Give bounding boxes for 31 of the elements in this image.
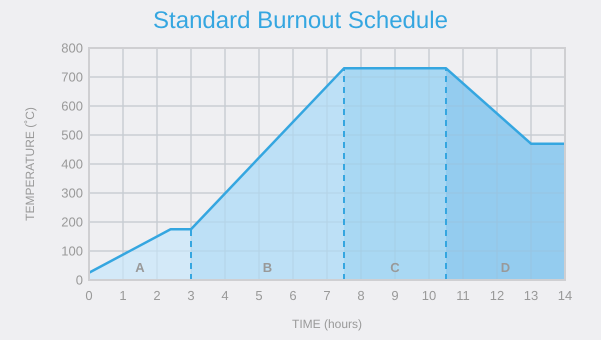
x-axis-title: TIME (hours) <box>292 317 362 331</box>
annotation: C <box>390 260 400 275</box>
annotation: D <box>500 260 510 275</box>
annotation: B <box>262 260 272 275</box>
x-tick-label: 5 <box>255 288 263 303</box>
x-tick-label: 10 <box>422 288 436 303</box>
x-tick-label: 9 <box>391 288 399 303</box>
y-tick-label: 200 <box>61 214 83 230</box>
x-tick-label: 14 <box>558 288 572 303</box>
x-tick-label: 13 <box>524 288 538 303</box>
x-tick-label: 4 <box>221 288 229 303</box>
x-tick-label: 7 <box>323 288 331 303</box>
y-tick-label: 700 <box>61 70 83 85</box>
x-tick-label: 0 <box>85 288 93 303</box>
y-axis-title: TEMPERATURE (˚C) <box>23 107 37 221</box>
x-tick-label: 2 <box>153 288 161 303</box>
y-tick-label: 800 <box>61 40 83 56</box>
x-tick-label: 1 <box>119 288 127 303</box>
annotation: A <box>135 260 146 275</box>
x-tick-label: 12 <box>490 288 504 303</box>
y-tick-label: 0 <box>76 272 83 288</box>
chart-title: Standard Burnout Schedule <box>153 7 448 34</box>
y-tick-label: 300 <box>61 186 83 201</box>
y-tick-label: 500 <box>61 128 83 143</box>
x-tick-label: 6 <box>289 288 297 303</box>
y-tick-label: 400 <box>61 156 83 172</box>
y-tick-label: 100 <box>61 244 83 259</box>
x-tick-label: 3 <box>187 288 195 303</box>
y-tick-label: 600 <box>61 98 83 114</box>
x-tick-label: 8 <box>357 288 365 303</box>
x-tick-label: 11 <box>456 288 470 303</box>
